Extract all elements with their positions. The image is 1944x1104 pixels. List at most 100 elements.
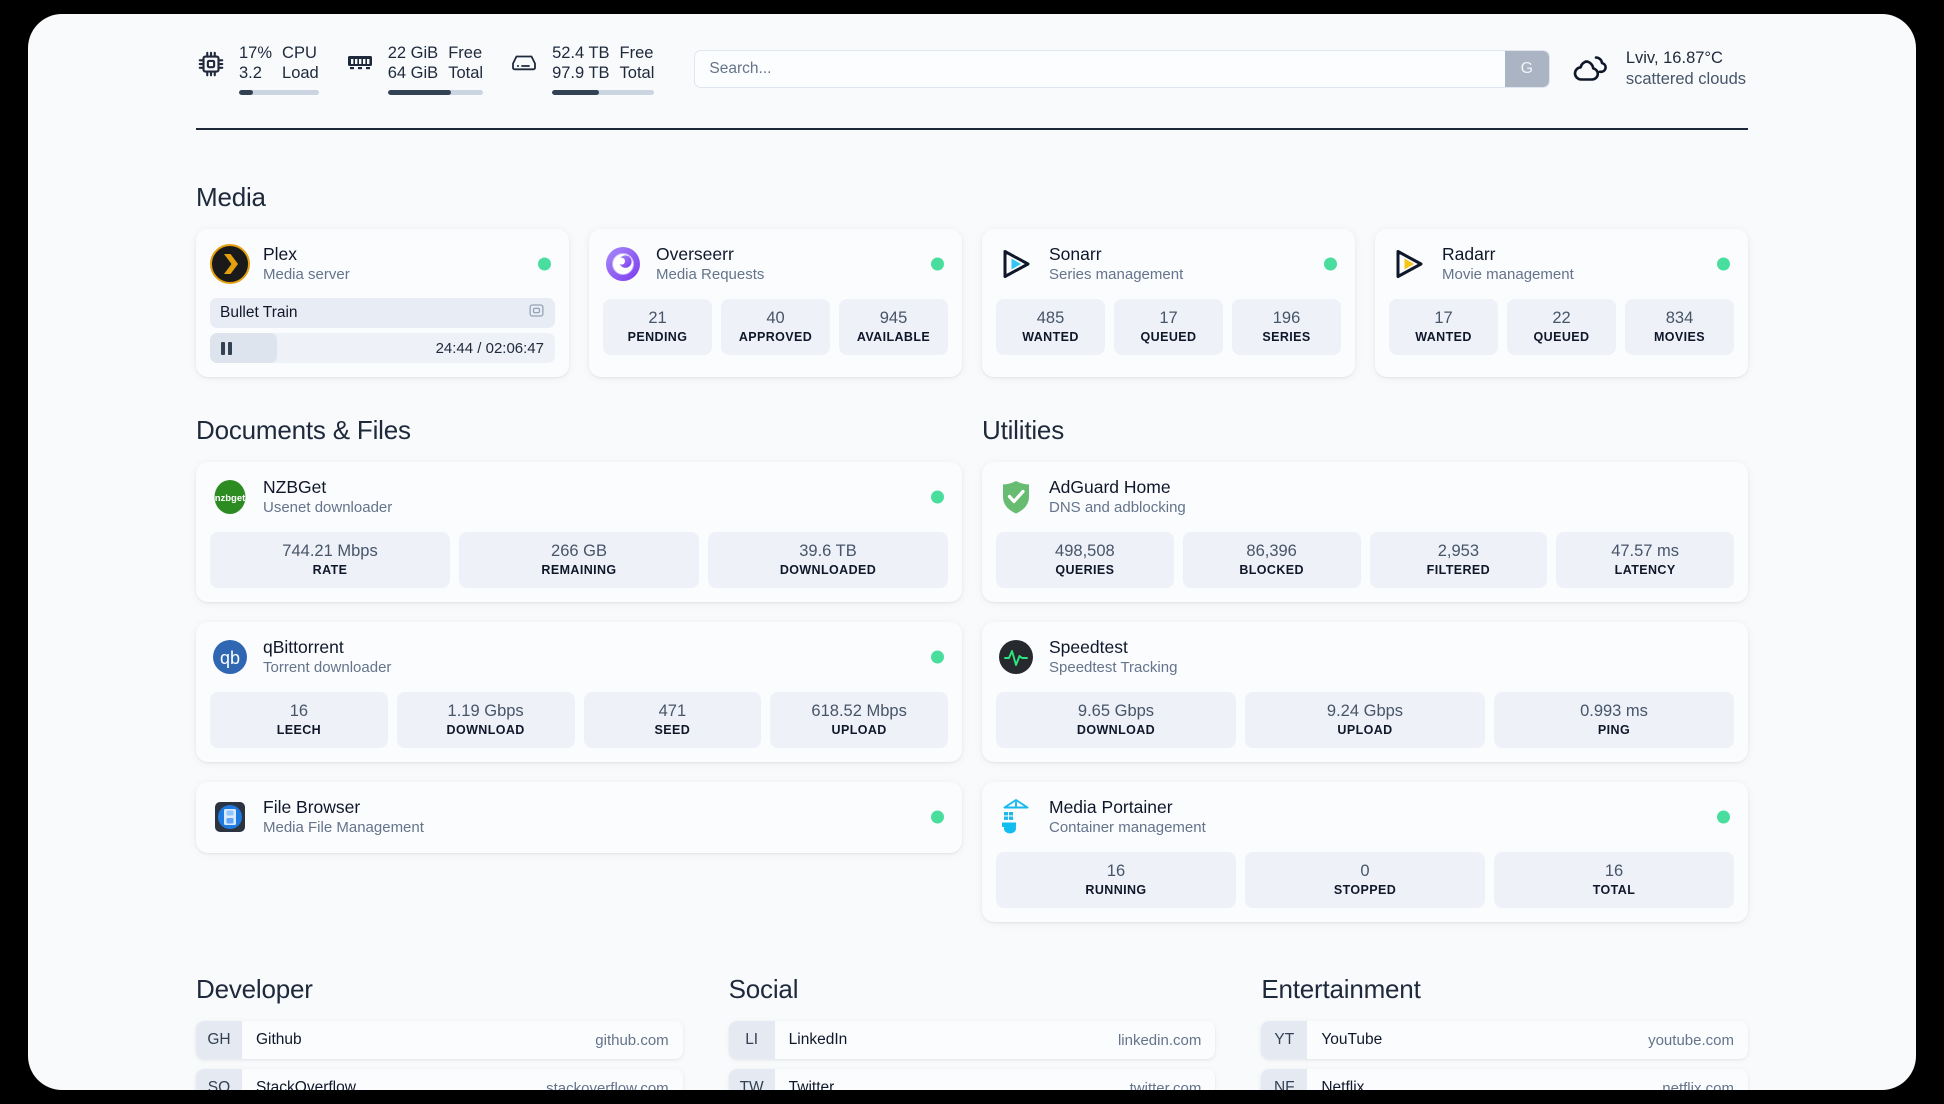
stat-value: 86,396 [1246,542,1297,560]
service-card[interactable]: qb qBittorrent Torrent downloader 16 LEE… [196,622,962,762]
stat-value: 485 [1036,309,1065,327]
weather-location-temp: Lviv, 16.87°C [1625,49,1723,67]
stat-value: 16 [1106,862,1126,880]
meter-memory-fill [387,90,451,95]
stat-tiles: 744.21 Mbps RATE 266 GB REMAINING 39.6 T… [210,532,948,588]
bookmark-item[interactable]: GH Github github.com [196,1021,683,1059]
status-indicator-online [1324,257,1337,271]
weather-widget: Lviv, 16.87°C scattered clouds [1572,48,1748,90]
service-card[interactable]: Sonarr Series management 485 WANTED 17 Q… [982,229,1355,377]
stat-tile[interactable]: 86,396 BLOCKED [1182,532,1361,588]
bookmark-group-title: Developer [196,974,313,1004]
stat-tiles: 21 PENDING 40 APPROVED 945 AVAILABLE [603,299,948,355]
meter-memory: 22 GiB 64 GiB Free Total [345,43,484,95]
nzbget-icon: nzbget [210,477,250,517]
stat-label: QUEUED [1140,330,1197,344]
adguard-icon [996,477,1036,517]
stat-tile[interactable]: 834 MOVIES [1625,299,1734,355]
service-description: Movie management [1442,266,1574,283]
stat-label: TOTAL [1592,883,1636,897]
service-name: Overseerr [656,244,734,264]
stat-tile[interactable]: 17 QUEUED [1114,299,1223,355]
bookmark-item[interactable]: TW Twitter twitter.com [728,1069,1216,1090]
stat-tile[interactable]: 471 SEED [583,692,762,748]
service-card[interactable]: Plex Media server Bullet Train 24:44 / 0… [196,229,569,377]
stat-tile[interactable]: 0.993 ms PING [1494,692,1734,748]
stat-value: 17 [1159,309,1178,327]
stat-tile[interactable]: 945 AVAILABLE [839,299,948,355]
status-indicator-online [931,257,944,271]
stat-tile[interactable]: 40 APPROVED [721,299,830,355]
stat-tile[interactable]: 16 TOTAL [1494,852,1734,908]
meter-disk-fill [552,90,600,95]
stat-value: 0 [1360,862,1370,880]
stat-value: 47.57 ms [1611,542,1680,560]
stat-label: MOVIES [1653,330,1706,344]
stat-value: 40 [766,309,785,327]
stat-tile[interactable]: 1.19 Gbps DOWNLOAD [396,692,575,748]
card-header: Sonarr Series management [996,242,1341,286]
utilities-section-title: Utilities [982,415,1064,445]
search-engine-button[interactable]: G [1504,51,1549,87]
stat-label: APPROVED [738,330,813,344]
service-card[interactable]: AdGuard Home DNS and adblocking 498,508 … [982,462,1748,602]
stat-tile[interactable]: 266 GB REMAINING [459,532,699,588]
service-card[interactable]: Radarr Movie management 17 WANTED 22 QUE… [1375,229,1748,377]
service-card[interactable]: File Browser Media File Management [196,782,962,853]
memory-icon [345,43,375,80]
stat-tile[interactable]: 485 WANTED [996,299,1105,355]
stat-label: UPLOAD [1337,723,1393,737]
stat-tile[interactable]: 17 WANTED [1389,299,1498,355]
bookmark-item[interactable]: LI LinkedIn linkedin.com [728,1021,1216,1059]
stat-tile[interactable]: 744.21 Mbps RATE [210,532,450,588]
stat-tile[interactable]: 9.65 Gbps DOWNLOAD [996,692,1236,748]
meter-disk-value-primary: 52.4 TB [552,44,610,62]
service-name: Radarr [1442,244,1496,264]
service-card[interactable]: nzbget NZBGet Usenet downloader 744.21 M… [196,462,962,602]
service-card[interactable]: Media Portainer Container management 16 … [982,782,1748,922]
search-box[interactable]: G [694,50,1550,88]
stat-tile[interactable]: 618.52 Mbps UPLOAD [770,692,948,748]
card-header: nzbget NZBGet Usenet downloader [210,475,948,519]
stat-tile[interactable]: 21 PENDING [603,299,712,355]
top-bar: 17% 3.2 CPU Load 22 GiB 64 GiB Fre [196,14,1748,110]
stat-tile[interactable]: 16 LEECH [210,692,388,748]
stat-tile[interactable]: 16 RUNNING [996,852,1236,908]
stat-label: LEECH [276,723,322,737]
search-input[interactable] [695,51,1505,87]
meter-cpu-value-primary: 17% [239,44,273,62]
status-indicator-online [931,650,944,664]
stat-value: 266 GB [551,542,607,560]
cpu-icon [196,43,226,84]
stat-tiles: 498,508 QUERIES 86,396 BLOCKED 2,953 FIL… [996,532,1734,588]
stat-tile[interactable]: 39.6 TB DOWNLOADED [708,532,948,588]
stat-tile[interactable]: 498,508 QUERIES [996,532,1174,588]
bookmark-url: linkedin.com [1117,1031,1202,1049]
stat-tile[interactable]: 47.57 ms LATENCY [1556,532,1734,588]
bookmark-item[interactable]: SO StackOverflow stackoverflow.com [196,1069,683,1090]
stat-tile[interactable]: 2,953 FILTERED [1369,532,1548,588]
card-header: Speedtest Speedtest Tracking [996,635,1734,679]
documents-section: Documents & Files nzbget NZBGet Usenet d… [196,415,962,922]
stat-tile[interactable]: 9.24 Gbps UPLOAD [1245,692,1485,748]
service-card[interactable]: Speedtest Speedtest Tracking 9.65 Gbps D… [982,622,1748,762]
service-card[interactable]: Overseerr Media Requests 21 PENDING 40 A… [589,229,962,377]
pause-icon[interactable] [221,341,232,355]
now-playing-row: Bullet Train [210,298,555,328]
bookmark-item[interactable]: NF Netflix netflix.com [1261,1069,1748,1090]
service-name: NZBGet [263,477,327,497]
bookmark-item[interactable]: YT YouTube youtube.com [1261,1021,1748,1059]
weather-condition: scattered clouds [1625,70,1746,88]
stat-tile[interactable]: 22 QUEUED [1507,299,1616,355]
utilities-section: Utilities AdGuard Home DNS and adblockin… [982,415,1748,922]
service-name: Sonarr [1049,244,1102,264]
stat-tiles: 16 LEECH 1.19 Gbps DOWNLOAD 471 SEED 618… [210,692,948,748]
stat-label: PENDING [627,330,688,344]
cast-icon[interactable] [528,302,545,324]
now-playing-title: Bullet Train [220,304,298,321]
stat-tile[interactable]: 0 STOPPED [1245,852,1485,908]
bookmark-url: youtube.com [1648,1031,1734,1049]
playback-progress-bar[interactable]: 24:44 / 02:06:47 [210,333,555,363]
stat-label: DOWNLOAD [1076,723,1156,737]
stat-tile[interactable]: 196 SERIES [1232,299,1341,355]
